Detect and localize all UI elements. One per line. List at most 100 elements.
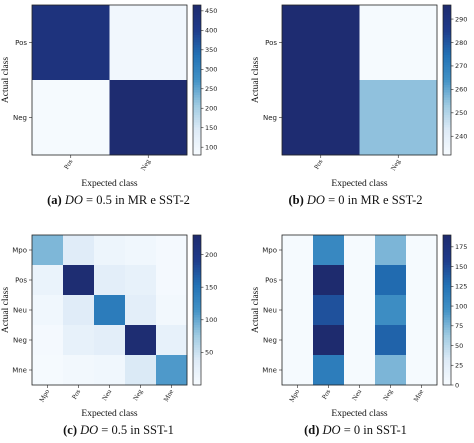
colorbar-segment xyxy=(443,352,451,356)
heatmap-cell xyxy=(94,265,126,296)
y-tick-label: Neg xyxy=(263,337,277,345)
x-axis-label: Expected class xyxy=(81,409,137,419)
colorbar-segment xyxy=(443,360,451,363)
heatmap-cell xyxy=(375,325,407,356)
colorbar-segment xyxy=(193,347,201,351)
colorbar-segment xyxy=(443,35,451,38)
colorbar-segment xyxy=(443,247,451,251)
colorbar-segment xyxy=(443,107,451,111)
x-tick-label: Mpo xyxy=(288,388,302,404)
y-tick-label: Neg xyxy=(263,114,277,122)
colorbar-segment xyxy=(193,42,201,46)
colorbar-segment xyxy=(193,40,201,43)
colorbar-segment xyxy=(193,80,201,83)
heatmap-cell xyxy=(63,295,95,326)
colorbar-segment xyxy=(443,152,451,156)
y-tick-label: Mpo xyxy=(12,247,27,255)
colorbar-segment xyxy=(443,67,451,71)
heatmap-cell xyxy=(156,265,188,296)
colorbar-tick-label: 400 xyxy=(205,27,217,35)
colorbar-segment xyxy=(193,115,201,118)
colorbar-segment xyxy=(443,325,451,328)
colorbar-segment xyxy=(443,137,451,141)
colorbar-segment xyxy=(193,287,201,291)
colorbar-segment xyxy=(443,25,451,28)
colorbar-segment xyxy=(443,62,451,66)
colorbar-segment xyxy=(443,125,451,128)
colorbar-segment xyxy=(193,135,201,138)
heatmap-cell xyxy=(32,235,64,266)
colorbar-segment xyxy=(193,12,201,16)
heatmap-cell xyxy=(94,325,126,356)
colorbar-segment xyxy=(193,375,201,378)
colorbar-segment xyxy=(443,372,451,376)
colorbar-segment xyxy=(193,245,201,248)
colorbar-segment xyxy=(443,72,451,76)
colorbar-segment xyxy=(443,245,451,248)
colorbar-segment xyxy=(193,275,201,278)
colorbar-tick-label: 150 xyxy=(205,124,217,132)
colorbar-segment xyxy=(443,322,451,326)
colorbar-segment xyxy=(443,77,451,81)
colorbar-segment xyxy=(443,260,451,263)
colorbar-segment xyxy=(193,132,201,136)
colorbar-segment xyxy=(193,70,201,73)
colorbar-segment xyxy=(193,312,201,316)
heatmap-panel-2: Mpo Pos Neu Neg Mne Mpo Pos Neu Neg Mne Expected c… xyxy=(1,234,217,419)
colorbar-segment xyxy=(443,292,451,296)
colorbar-tick-label: 50 xyxy=(455,342,463,350)
heatmap-cell xyxy=(282,265,314,296)
y-axis-label: Actual class xyxy=(1,57,11,103)
colorbar-segment xyxy=(193,57,201,61)
colorbar-segment xyxy=(193,85,201,88)
colorbar-segment xyxy=(443,315,451,318)
colorbar-segment xyxy=(193,257,201,261)
colorbar-segment xyxy=(443,300,451,303)
colorbar-segment xyxy=(193,360,201,363)
colorbar-segment xyxy=(443,52,451,56)
caption-c: (c) DO = 0.5 in SST-1 xyxy=(63,423,174,437)
colorbar-segment xyxy=(443,65,451,68)
colorbar-segment xyxy=(443,310,451,313)
colorbar-segment xyxy=(443,57,451,61)
colorbar-segment xyxy=(443,135,451,138)
heatmap-cell xyxy=(109,5,188,81)
y-tick-label: Pos xyxy=(265,39,277,47)
y-tick-label: Neu xyxy=(263,307,277,315)
colorbar-segment xyxy=(193,240,201,243)
colorbar-segment xyxy=(193,82,201,86)
plot-frame xyxy=(31,4,188,156)
colorbar-segment xyxy=(443,377,451,381)
colorbar-segment xyxy=(193,130,201,133)
heatmap-cell xyxy=(109,80,188,156)
heatmap-cell xyxy=(406,295,438,326)
colorbar-segment xyxy=(193,137,201,141)
colorbar-segment xyxy=(193,317,201,321)
colorbar-segment xyxy=(443,92,451,96)
heatmap-cell xyxy=(359,5,438,81)
colorbar-segment xyxy=(443,12,451,16)
x-tick-label: Neg xyxy=(139,158,152,173)
colorbar-segment xyxy=(193,262,201,266)
colorbar-segment xyxy=(443,330,451,333)
x-tick-label: Pos xyxy=(70,388,82,401)
y-tick-label: Neg xyxy=(13,114,27,122)
colorbar-segment xyxy=(443,127,451,131)
colorbar-segment xyxy=(193,235,201,238)
colorbar-tick-label: 0 xyxy=(455,381,459,389)
heatmap-cell xyxy=(282,325,314,356)
heatmap-cell xyxy=(32,295,64,326)
colorbar-segment xyxy=(443,312,451,316)
colorbar-segment xyxy=(193,305,201,308)
colorbar-segment xyxy=(443,347,451,351)
colorbar-segment xyxy=(193,72,201,76)
colorbar-tick-label: 150 xyxy=(455,263,467,271)
heatmap-cell xyxy=(94,355,126,386)
colorbar-tick-label: 270 xyxy=(455,62,467,70)
colorbar-segment xyxy=(443,20,451,23)
colorbar-segment xyxy=(443,280,451,283)
colorbar-segment xyxy=(193,22,201,26)
colorbar-segment xyxy=(193,297,201,301)
heatmap-cell xyxy=(125,295,157,326)
heatmap-panel-3: Mpo Pos Neu Neg Mne Mpo Pos Neu Neg Mne Expected c… xyxy=(251,234,467,419)
